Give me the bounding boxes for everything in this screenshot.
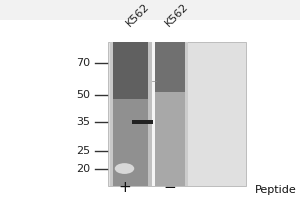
Bar	[110, 42, 152, 186]
Bar	[152, 42, 154, 186]
Text: 35: 35	[76, 117, 90, 127]
Bar	[110, 42, 152, 99]
Bar	[184, 42, 188, 186]
Bar	[154, 42, 188, 186]
Text: 50: 50	[76, 90, 90, 100]
Text: K562: K562	[124, 1, 152, 28]
Text: 25: 25	[76, 146, 90, 156]
Bar	[148, 42, 152, 186]
Text: −: −	[163, 180, 176, 195]
Text: K562: K562	[164, 1, 190, 28]
Text: 70: 70	[76, 58, 90, 68]
Ellipse shape	[115, 163, 134, 174]
Bar	[108, 42, 246, 186]
Text: 20: 20	[76, 164, 90, 174]
Bar	[154, 42, 188, 92]
Bar	[132, 120, 153, 124]
Text: Peptide: Peptide	[255, 185, 297, 195]
Bar	[110, 42, 112, 186]
Text: +: +	[118, 180, 131, 195]
